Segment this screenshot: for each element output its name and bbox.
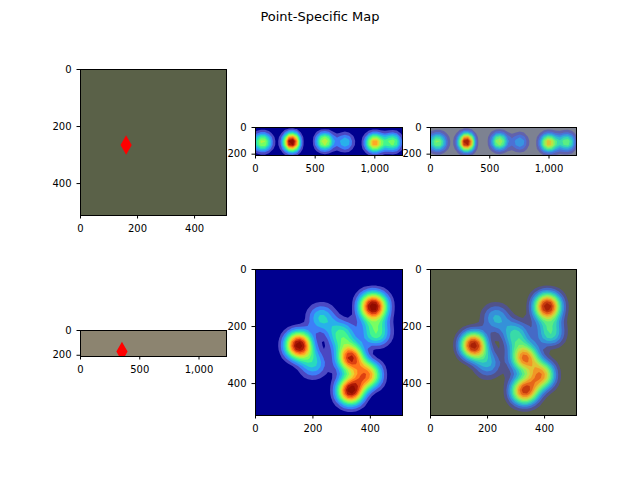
- svg-text:0: 0: [427, 163, 433, 174]
- svg-text:200: 200: [303, 423, 322, 434]
- svg-text:1,000: 1,000: [360, 163, 389, 174]
- svg-text:0: 0: [252, 163, 258, 174]
- svg-text:200: 200: [52, 349, 71, 360]
- html-text:Point-Specific Map: Point-Specific Map: [260, 9, 380, 24]
- svg-text:0: 0: [77, 223, 83, 234]
- svg-text:0: 0: [415, 264, 421, 275]
- svg-text:0: 0: [427, 423, 433, 434]
- svg-text:0: 0: [415, 122, 421, 133]
- svg-text:0: 0: [65, 325, 71, 336]
- svg-text:1,000: 1,000: [535, 163, 564, 174]
- svg-text:200: 200: [402, 321, 421, 332]
- svg-text:400: 400: [227, 378, 246, 389]
- svg-text:200: 200: [52, 121, 71, 132]
- svg-text:400: 400: [535, 423, 554, 434]
- svg-text:1,000: 1,000: [185, 364, 214, 375]
- svg-text:200: 200: [128, 223, 147, 234]
- svg-text:0: 0: [65, 64, 71, 75]
- svg-text:0: 0: [252, 423, 258, 434]
- svg-text:200: 200: [478, 423, 497, 434]
- svg-text:500: 500: [130, 364, 149, 375]
- svg-text:500: 500: [480, 163, 499, 174]
- svg-text:400: 400: [185, 223, 204, 234]
- svg-text:0: 0: [240, 264, 246, 275]
- svg-text:200: 200: [402, 148, 421, 159]
- svg-text:500: 500: [306, 163, 325, 174]
- svg-text:400: 400: [402, 378, 421, 389]
- svg-text:200: 200: [227, 148, 246, 159]
- svg-text:0: 0: [77, 364, 83, 375]
- svg-text:200: 200: [227, 321, 246, 332]
- svg-text:400: 400: [52, 178, 71, 189]
- svg-text:0: 0: [240, 122, 246, 133]
- svg-text:400: 400: [361, 423, 380, 434]
